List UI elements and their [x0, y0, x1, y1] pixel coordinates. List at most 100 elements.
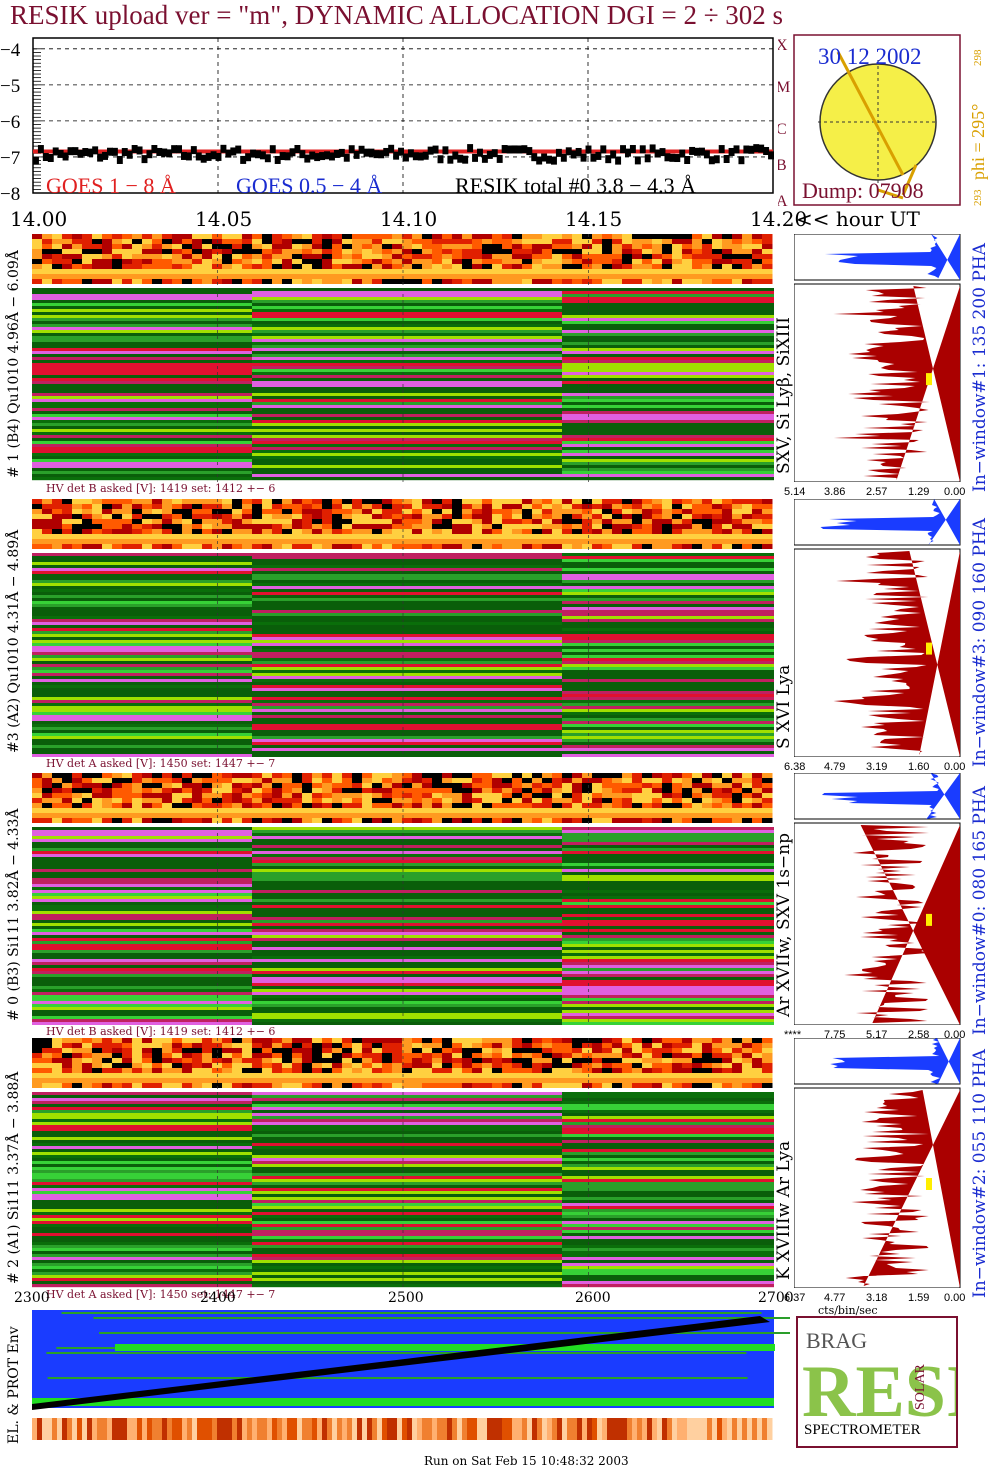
line-cell: [562, 1007, 774, 1011]
env-strip-cell: [392, 1418, 398, 1440]
hot-cell: [752, 504, 763, 510]
hot-cell: [732, 499, 743, 505]
hot-cell: [92, 514, 103, 520]
hot-cell: [562, 504, 573, 510]
hot-cell: [432, 1063, 443, 1069]
line-cell: [562, 601, 774, 605]
hot-cell: [632, 249, 643, 255]
line-cell: [252, 839, 562, 843]
hot-cell: [652, 529, 663, 535]
hot-cell: [642, 239, 653, 245]
hot-cell: [732, 1068, 743, 1074]
hot-cell: [712, 544, 723, 550]
hot-cell: [412, 504, 423, 510]
hot-cell: [362, 264, 373, 270]
hot-cell: [242, 524, 253, 530]
line-cell: [562, 890, 774, 894]
hot-cell: [652, 249, 663, 255]
line-cell: [252, 477, 562, 481]
hot-cell: [412, 1078, 423, 1084]
hot-cell: [522, 514, 533, 520]
hot-cell: [422, 803, 433, 809]
hot-cell: [62, 519, 73, 525]
line-cell: [32, 751, 252, 755]
hot-cell: [622, 803, 633, 809]
hot-cell: [362, 1053, 373, 1059]
hot-cell: [282, 1068, 293, 1074]
hot-cell: [442, 264, 453, 270]
hot-cell: [582, 813, 593, 819]
hot-cell: [72, 1043, 83, 1049]
hot-cell: [162, 1063, 173, 1069]
hot-cell: [502, 798, 513, 804]
hot-cell: [592, 818, 603, 824]
hot-cell: [262, 1053, 273, 1059]
hot-cell: [242, 793, 253, 799]
hot-cell: [152, 798, 163, 804]
hot-cell: [532, 274, 543, 280]
hot-cell: [392, 514, 403, 520]
env-strip-cell: [437, 1418, 443, 1440]
line-cell: [32, 649, 252, 653]
hot-cell: [522, 539, 533, 545]
hot-cell: [162, 539, 173, 545]
hot-cell: [432, 1058, 443, 1064]
hot-cell: [722, 1073, 733, 1079]
hot-cell: [762, 249, 773, 255]
env-tick: 2700: [758, 1290, 794, 1306]
spectrum-ticks: 5.14 3.86 2.57 1.29 0.00: [784, 486, 966, 500]
hot-cell: [42, 778, 53, 784]
hot-cell: [402, 254, 413, 260]
phi-sup: 298: [972, 49, 984, 66]
hot-cell: [312, 499, 323, 505]
hot-cell: [472, 529, 483, 535]
hot-cell: [42, 803, 53, 809]
hot-cell: [392, 1073, 403, 1079]
hot-cell: [662, 524, 673, 530]
hot-cell: [732, 1083, 743, 1089]
sun-direction-line: [836, 51, 905, 176]
hot-cell: [582, 788, 593, 794]
hot-cell: [262, 803, 273, 809]
hot-cell: [382, 514, 393, 520]
env-tick: 2400: [200, 1290, 236, 1306]
hot-cell: [392, 773, 403, 779]
spectrum-tick: 2.57: [866, 486, 888, 498]
line-cell: [562, 598, 774, 602]
line-cell: [562, 887, 774, 891]
line-cell: [32, 306, 252, 310]
hot-cell: [702, 1068, 713, 1074]
hot-cell: [202, 264, 213, 270]
hot-cell: [472, 279, 483, 285]
hot-cell: [762, 1083, 773, 1089]
hot-cell: [232, 234, 243, 240]
hot-cell: [82, 254, 93, 260]
hot-cell: [162, 793, 173, 799]
line-cell: [32, 959, 252, 963]
hot-cell: [692, 279, 703, 285]
line-cell: [32, 842, 252, 846]
resik-point: [388, 144, 395, 153]
resik-point: [679, 149, 686, 158]
hot-cell: [472, 509, 483, 515]
resik-point: [634, 156, 641, 165]
window-marker: [926, 913, 932, 926]
hot-cell: [622, 813, 633, 819]
env-strip-cell: [227, 1418, 233, 1440]
hot-cell: [252, 244, 263, 250]
hot-cell: [762, 773, 773, 779]
env-strip-cell: [662, 1418, 668, 1440]
line-cell: [562, 908, 774, 912]
hot-cell: [642, 1083, 653, 1089]
line-cell: [32, 444, 252, 448]
hot-cell: [82, 788, 93, 794]
hot-cell: [112, 1038, 123, 1044]
hot-cell: [602, 1043, 613, 1049]
hot-cell: [612, 1048, 623, 1054]
hot-cell: [512, 279, 523, 285]
env-strip-cell: [267, 1418, 273, 1440]
hot-cell: [312, 1063, 323, 1069]
hot-cell: [602, 504, 613, 510]
resik-point: [639, 145, 646, 154]
hot-cell: [722, 1063, 733, 1069]
